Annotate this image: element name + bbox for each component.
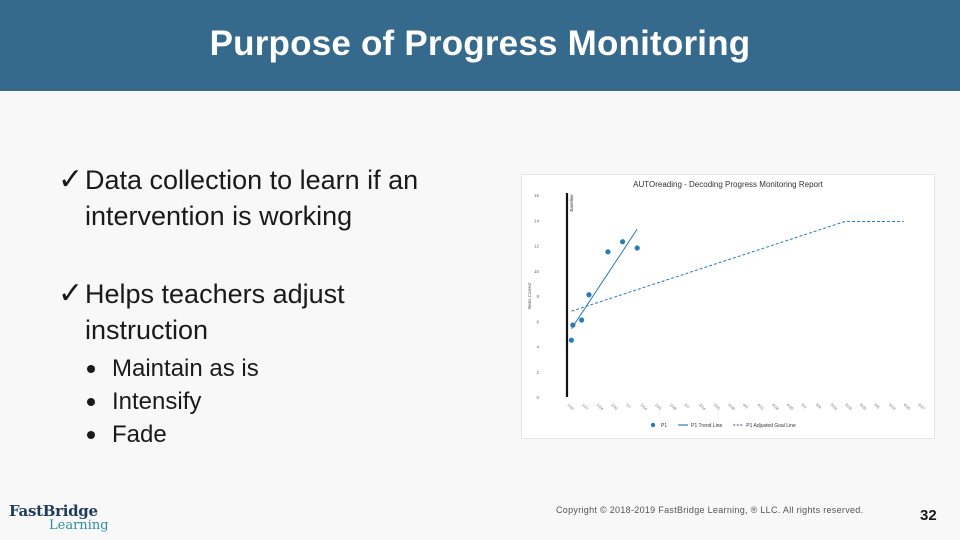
x-tick-label: 2/7: [625, 402, 633, 410]
x-tick-label: 6/20: [903, 402, 913, 412]
bullet-text-line: Data collection to learn if an: [85, 165, 419, 195]
x-tick-label: 3/7: [683, 402, 691, 410]
x-tick-label: 4/18: [771, 402, 781, 412]
data-point: [568, 337, 574, 343]
progress-chart: AUTOreading - Decoding Progress Monitori…: [521, 174, 935, 439]
x-tick-label: 4/25: [786, 402, 796, 412]
page-number: 32: [920, 507, 937, 524]
x-tick-label: 3/28: [727, 402, 737, 412]
x-tick-label: 1/17: [581, 402, 591, 412]
bullet-item-data-collection: ✓ Data collection to learn if an interve…: [58, 162, 508, 234]
y-tick-label: 6: [536, 319, 539, 324]
data-point: [619, 239, 626, 245]
x-tick-label: 2/21: [654, 402, 664, 412]
copyright-text: Copyright © 2018-2019 FastBridge Learnin…: [556, 505, 864, 515]
sub-bullet-intensify: Intensify: [85, 385, 508, 418]
sub-bullet-maintain: Maintain as is: [85, 352, 508, 385]
y-tick-label: 0: [536, 395, 539, 400]
data-point: [605, 249, 611, 255]
x-tick-label: 5/2: [800, 402, 808, 410]
x-tick-label: 5/30: [859, 402, 869, 412]
fastbridge-logo: FastBridge Learning: [9, 502, 109, 533]
x-tick-label: 5/23: [844, 402, 854, 412]
bullet-dot-icon: [87, 365, 95, 373]
trend-line: [570, 228, 638, 330]
y-tick-label: 12: [534, 244, 540, 249]
bullet-dot-icon: [87, 398, 95, 406]
y-tick-label: 8: [536, 294, 539, 299]
sub-bullet-text: Fade: [112, 421, 167, 448]
x-tick-label: 2/14: [639, 402, 649, 412]
x-tick-label: 1/31: [610, 402, 620, 412]
y-tick-label: 14: [534, 218, 540, 223]
y-tick-label: 2: [536, 370, 539, 375]
data-point: [634, 245, 640, 251]
x-tick-label: 5/16: [830, 402, 840, 412]
bullet-dot-icon: [87, 431, 95, 439]
checkmark-icon: ✓: [58, 163, 84, 196]
goal-line: [571, 221, 904, 312]
sub-bullet-text: Intensify: [112, 388, 202, 415]
x-tick-label: 2/28: [669, 402, 679, 412]
chart-y-axis-label: Items Correct: [527, 282, 532, 310]
baseline-marker-label: Baseline: [569, 194, 574, 212]
chart-title: AUTOreading - Decoding Progress Monitori…: [633, 180, 823, 189]
sub-bullet-list: Maintain as is Intensify Fade: [85, 352, 508, 451]
x-tick-label: 4/4: [742, 402, 750, 410]
sub-bullet-fade: Fade: [85, 418, 508, 451]
x-tick-label: 3/14: [698, 402, 708, 412]
legend-label: P1 Adjusted Goal Line: [746, 423, 796, 429]
legend-marker: [650, 422, 656, 428]
title-bar: Purpose of Progress Monitoring: [0, 0, 960, 91]
y-tick-label: 16: [534, 193, 540, 198]
x-tick-label: 3/21: [713, 402, 723, 412]
logo-text-line: FastBridge: [9, 502, 98, 520]
legend-label: P1: [661, 423, 667, 429]
x-tick-label: 6/13: [888, 402, 898, 412]
bullet-list: ✓ Data collection to learn if an interve…: [58, 162, 508, 451]
data-point: [579, 317, 585, 323]
y-tick-label: 10: [534, 269, 540, 274]
x-tick-label: 5/9: [815, 402, 823, 410]
data-point: [586, 292, 592, 298]
y-tick-label: 4: [536, 345, 539, 350]
bullet-text-line: Helps teachers adjust: [85, 279, 345, 309]
x-tick-label: 6/6: [873, 402, 881, 410]
chart-svg: AUTOreading - Decoding Progress Monitori…: [527, 180, 927, 429]
bullet-item-adjust-instruction: ✓ Helps teachers adjust instruction Main…: [58, 276, 508, 451]
x-tick-label: 1/10: [566, 402, 576, 412]
sub-bullet-text: Maintain as is: [112, 355, 259, 382]
checkmark-icon: ✓: [58, 277, 84, 310]
x-tick-label: 6/27: [917, 402, 927, 412]
logo-text-line: Learning: [49, 518, 109, 533]
bullet-text-line: intervention is working: [85, 201, 353, 231]
bullet-text-line: instruction: [85, 315, 209, 345]
x-tick-label: 4/11: [756, 402, 765, 411]
legend-label: P1 Trend Line: [691, 423, 722, 429]
slide-title: Purpose of Progress Monitoring: [209, 23, 751, 63]
x-tick-label: 1/24: [596, 402, 606, 412]
